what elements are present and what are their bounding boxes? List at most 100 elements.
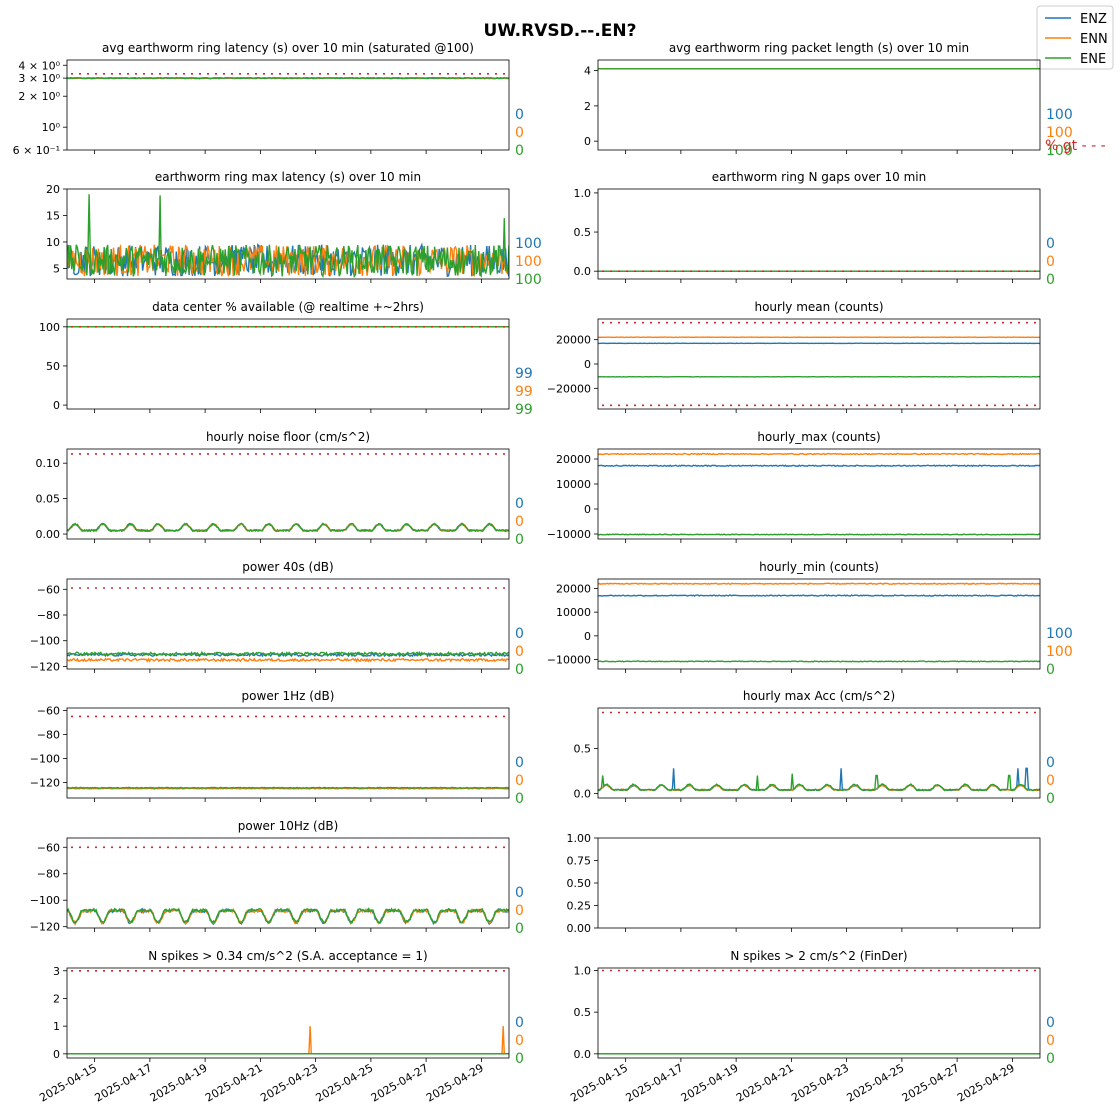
y-tick-label: 0 xyxy=(584,503,591,516)
pct-label-enn: 0 xyxy=(1046,1033,1055,1049)
series-line-ene xyxy=(598,660,1040,663)
legend-box xyxy=(1036,5,1114,70)
figure-title: UW.RVSD.--.EN? xyxy=(484,21,637,41)
series-line-ene xyxy=(67,907,509,925)
pct-label-enn: 99 xyxy=(515,384,533,400)
panel-title: N spikes > 2 cm/s^2 (FinDer) xyxy=(730,949,907,963)
panel-7: hourly_max (counts) −10000 0 10000 20000 xyxy=(547,430,1041,543)
panel-13: 0.00 0.25 0.50 0.75 1.00 xyxy=(567,832,1041,935)
pct-label-enn: 0 xyxy=(515,1033,524,1049)
panel-3: earthworm ring N gaps over 10 min 0.0 0.5 1… xyxy=(574,170,1055,288)
panel-frame xyxy=(66,837,510,929)
plot-area xyxy=(67,587,509,663)
panel-frame xyxy=(597,448,1041,540)
pct-label-ene: 0 xyxy=(1046,272,1055,288)
series-line-enz xyxy=(598,594,1040,597)
pct-label-enz: 100 xyxy=(1046,107,1073,123)
pct-label-enn: 0 xyxy=(1046,254,1055,270)
y-tick-label: 10000 xyxy=(556,606,591,619)
panel-frame xyxy=(597,707,1041,799)
plot-area xyxy=(67,715,509,790)
x-tick-label: 2025-04-25 xyxy=(314,1061,376,1104)
panel-4: data center % available (@ realtime +~2h… xyxy=(39,300,533,418)
y-tick-label: 0.0 xyxy=(574,788,592,801)
x-tick-label: 2025-04-23 xyxy=(258,1061,320,1104)
y-tick-label: 4 × 10⁰ xyxy=(18,59,60,72)
y-tick-label: 15 xyxy=(46,209,60,222)
panel-15: N spikes > 2 cm/s^2 (FinDer) 0.0 0.5 1.0 202… xyxy=(568,949,1055,1105)
pct-label-ene: 0 xyxy=(1046,1051,1055,1067)
panel-title: hourly mean (counts) xyxy=(754,300,883,314)
x-tick-label: 2025-04-21 xyxy=(734,1061,796,1104)
pct-label-enz: 0 xyxy=(515,496,524,512)
series-line-ene xyxy=(67,76,509,80)
y-tick-label: −60 xyxy=(37,583,60,596)
pct-label-ene: 0 xyxy=(1046,791,1055,807)
pct-label-enz: 100 xyxy=(515,236,542,252)
pct-label-enn: 100 xyxy=(515,254,542,270)
panel-frame xyxy=(597,578,1041,670)
panel-title: N spikes > 0.34 cm/s^2 (S.A. acceptance … xyxy=(148,949,427,963)
y-tick-label: 0.00 xyxy=(567,922,592,935)
y-tick-label: −80 xyxy=(37,609,60,622)
y-tick-label: −120 xyxy=(30,921,60,934)
x-tick-label: 2025-04-27 xyxy=(369,1061,431,1104)
panel-14: N spikes > 0.34 cm/s^2 (S.A. acceptance … xyxy=(37,949,524,1105)
y-tick-label: −100 xyxy=(30,752,60,765)
pct-label-enz: 0 xyxy=(515,885,524,901)
series-line-ene xyxy=(67,522,509,533)
pct-label-ene: 0 xyxy=(515,662,524,678)
y-tick-label: 2 xyxy=(53,992,60,1005)
panel-title: power 40s (dB) xyxy=(242,560,333,574)
plot-area xyxy=(67,73,509,80)
y-tick-label: 0 xyxy=(53,1048,60,1061)
x-tick-label: 2025-04-17 xyxy=(93,1061,155,1104)
y-tick-label: 20000 xyxy=(556,582,591,595)
series-line-enz xyxy=(598,464,1040,468)
y-tick-label: 0.5 xyxy=(574,226,592,239)
panel-title: hourly_max (counts) xyxy=(757,430,880,444)
panel-title: hourly max Acc (cm/s^2) xyxy=(743,689,895,703)
panel-9: hourly_min (counts) −10000 0 10000 20000 100 1… xyxy=(547,560,1073,678)
pct-label-ene: 99 xyxy=(515,402,533,418)
y-tick-label: 0.05 xyxy=(36,493,61,506)
y-tick-label: −60 xyxy=(37,704,60,717)
x-tick-label: 2025-04-29 xyxy=(955,1061,1017,1104)
y-tick-label: 3 × 10⁰ xyxy=(18,72,60,85)
y-tick-label: −10000 xyxy=(547,528,591,541)
plot-area xyxy=(598,969,1040,1055)
panel-frame xyxy=(597,59,1041,151)
x-tick-label: 2025-04-19 xyxy=(679,1061,741,1104)
y-tick-label: 4 xyxy=(584,65,591,78)
y-tick-label: 0 xyxy=(584,630,591,643)
y-tick-label: 0.0 xyxy=(574,265,592,278)
panel-title: avg earthworm ring latency (s) over 10 m… xyxy=(102,41,474,55)
y-tick-label: 20 xyxy=(46,183,60,196)
y-tick-label: −20000 xyxy=(547,382,591,395)
y-tick-label: 10⁰ xyxy=(42,121,61,134)
panel-frame xyxy=(597,967,1041,1059)
y-tick-label: 0 xyxy=(584,135,591,148)
panel-frame xyxy=(66,318,510,410)
y-tick-label: 0 xyxy=(584,358,591,371)
panel-frame xyxy=(66,707,510,799)
pct-label-ene: 0 xyxy=(515,1051,524,1067)
y-tick-label: 1.0 xyxy=(574,187,592,200)
panel-title: hourly_min (counts) xyxy=(759,560,879,574)
panel-title: earthworm ring N gaps over 10 min xyxy=(712,170,926,184)
y-tick-label: 0.00 xyxy=(36,528,61,541)
plot-area xyxy=(67,969,509,1055)
panel-frame xyxy=(66,188,510,280)
panel-frame xyxy=(66,967,510,1059)
y-tick-label: 100 xyxy=(39,321,60,334)
pct-label-enn: 0 xyxy=(515,903,524,919)
y-tick-label: 0 xyxy=(53,399,60,412)
y-tick-label: −80 xyxy=(37,728,60,741)
panel-5: hourly mean (counts) −20000 0 20000 xyxy=(547,300,1041,413)
y-tick-label: 0.5 xyxy=(574,1006,592,1019)
plot-area xyxy=(598,452,1040,536)
pct-label-ene: 0 xyxy=(515,791,524,807)
pct-label-enn: 0 xyxy=(515,514,524,530)
panel-title: avg earthworm ring packet length (s) ove… xyxy=(669,41,969,55)
y-tick-label: 20000 xyxy=(556,453,591,466)
